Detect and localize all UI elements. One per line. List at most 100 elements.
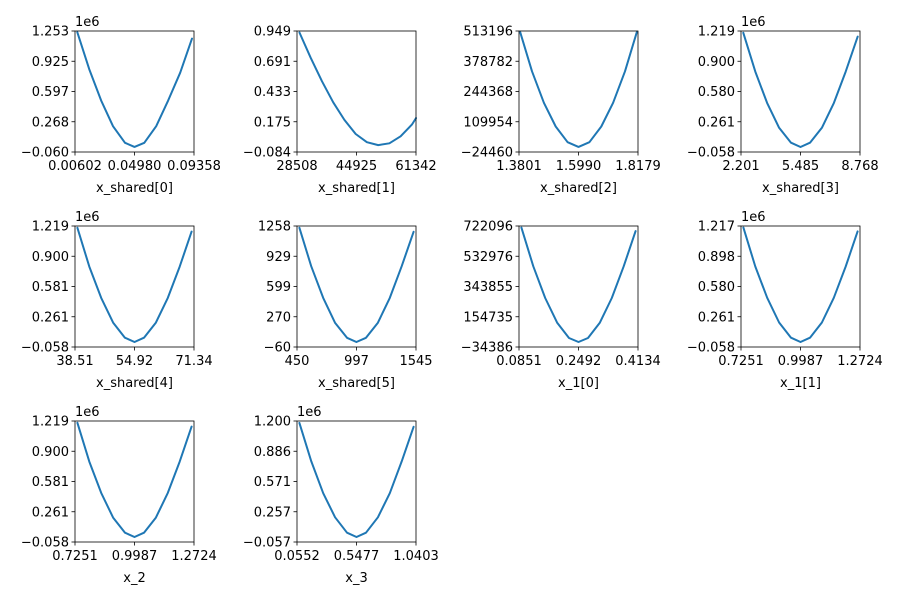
x-tick-label: 1.2724: [837, 354, 883, 369]
x-tick-label: 44925: [336, 159, 377, 174]
y-scale-label: 1e6: [297, 405, 322, 420]
y-tick-label: 1.217: [698, 220, 735, 235]
y-tick-label: 1.219: [32, 220, 69, 235]
x-axis-label: x_1[0]: [558, 376, 599, 391]
y-tick-label: 1.219: [698, 25, 735, 40]
y-tick-label: 0.597: [32, 85, 69, 100]
y-tick-label: 0.261: [32, 505, 69, 520]
y-tick-label: 722096: [463, 220, 513, 235]
x-tick-label: 0.9987: [112, 549, 158, 564]
x-tick-label: 1.5990: [556, 159, 602, 174]
subplot-3: −0.058 0.261 0.580 0.900 1.219 2.201 5.485 8.76…: [687, 15, 879, 196]
y-tick-label: 0.580: [698, 280, 735, 295]
x-tick-label: 0.0851: [496, 354, 542, 369]
x-tick-label: 28508: [276, 159, 317, 174]
y-tick-label: 1258: [258, 220, 291, 235]
y-scale-label: 1e6: [75, 210, 100, 225]
y-tick-label: 154735: [463, 310, 513, 325]
y-tick-label: −0.060: [21, 146, 69, 161]
x-tick-label: 0.00602: [48, 159, 102, 174]
x-tick-label: 0.7251: [52, 549, 98, 564]
series-line: [76, 31, 193, 148]
y-tick-label: 532976: [463, 250, 513, 265]
y-tick-label: −34386: [461, 341, 513, 356]
x-tick-label: 450: [285, 354, 310, 369]
y-tick-label: −0.057: [243, 536, 291, 551]
x-tick-label: 0.7251: [718, 354, 764, 369]
series-line: [76, 421, 193, 538]
y-tick-label: 0.898: [698, 250, 735, 265]
x-tick-label: 0.5477: [334, 549, 380, 564]
subplot-5: −60 270 599 929 1258 450 997 1545 x_shared[5]: [258, 220, 433, 392]
x-axis-label: x_shared[2]: [540, 181, 617, 196]
y-tick-label: 378782: [463, 55, 513, 70]
subplot-7: −0.058 0.261 0.580 0.898 1.217 0.7251 0.9987 1.…: [687, 210, 883, 391]
x-tick-label: 0.09358: [167, 159, 221, 174]
x-axis-label: x_shared[5]: [318, 376, 395, 391]
y-tick-label: 0.900: [32, 445, 69, 460]
subplot-0: −0.060 0.268 0.597 0.925 1.253 0.00602 0.04980…: [21, 15, 221, 196]
subplot-6: −34386 154735 343855 532976 722096 0.0851 0.24…: [461, 220, 661, 392]
subplot-8: −0.058 0.261 0.581 0.900 1.219 0.7251 0.9987 1.…: [21, 405, 217, 586]
y-tick-label: 513196: [463, 25, 513, 40]
x-axis-label: x_1[1]: [780, 376, 821, 391]
y-tick-label: 1.219: [32, 415, 69, 430]
series-line: [298, 421, 415, 538]
y-tick-label: 0.581: [32, 280, 69, 295]
y-tick-label: 599: [266, 280, 291, 295]
series-line: [742, 31, 859, 148]
y-tick-label: 244368: [463, 85, 513, 100]
x-tick-label: 5.485: [782, 159, 819, 174]
x-tick-label: 1.0403: [393, 549, 439, 564]
y-tick-label: 0.900: [698, 55, 735, 70]
y-tick-label: 0.571: [254, 475, 291, 490]
x-tick-label: 1.2724: [171, 549, 217, 564]
x-tick-label: 1.3801: [496, 159, 542, 174]
x-axis-label: x_shared[0]: [96, 181, 173, 196]
x-axis-label: x_shared[4]: [96, 376, 173, 391]
y-tick-label: 343855: [463, 280, 513, 295]
y-tick-label: 1.253: [32, 25, 69, 40]
y-tick-label: 0.261: [698, 115, 735, 130]
y-tick-label: 0.257: [254, 505, 291, 520]
y-tick-label: 0.925: [32, 55, 69, 70]
subplot-2: −24460 109954 244368 378782 513196 1.3801 1.59…: [461, 25, 661, 197]
series-line: [298, 226, 415, 343]
series-line: [742, 226, 859, 343]
series-line: [520, 226, 637, 343]
y-tick-label: 0.261: [32, 310, 69, 325]
y-tick-label: −0.084: [243, 146, 291, 161]
x-tick-label: 1.8179: [615, 159, 661, 174]
series-line: [76, 226, 193, 343]
subplot-9: −0.057 0.257 0.571 0.886 1.200 0.0552 0.5477 1.…: [243, 405, 439, 586]
x-tick-label: 0.9987: [778, 354, 824, 369]
x-axis-label: x_3: [345, 571, 367, 586]
y-scale-label: 1e6: [741, 210, 766, 225]
y-tick-label: 0.268: [32, 115, 69, 130]
y-tick-label: −0.058: [21, 341, 69, 356]
y-scale-label: 1e6: [75, 15, 100, 30]
x-axis-label: x_shared[1]: [318, 181, 395, 196]
y-tick-label: −60: [264, 341, 291, 356]
x-tick-label: 0.2492: [556, 354, 602, 369]
y-tick-label: 109954: [463, 115, 513, 130]
x-tick-label: 38.51: [56, 354, 93, 369]
series-line: [298, 31, 417, 147]
y-tick-label: 0.900: [32, 250, 69, 265]
y-tick-label: −0.058: [687, 341, 735, 356]
x-axis-label: x_shared[3]: [762, 181, 839, 196]
x-tick-label: 0.4134: [615, 354, 661, 369]
x-axis-label: x_2: [123, 571, 145, 586]
subplot-4: −0.058 0.261 0.581 0.900 1.219 38.51 54.92 71.3…: [21, 210, 213, 391]
x-tick-label: 2.201: [722, 159, 759, 174]
y-tick-label: 929: [266, 250, 291, 265]
subplot-grid: −0.060 0.268 0.597 0.925 1.253 0.00602 0.04980…: [21, 15, 883, 586]
y-tick-label: −24460: [461, 146, 513, 161]
y-tick-label: 1.200: [254, 415, 291, 430]
series-line: [519, 31, 638, 148]
y-tick-label: 0.580: [698, 85, 735, 100]
x-tick-label: 54.92: [116, 354, 153, 369]
y-scale-label: 1e6: [741, 15, 766, 30]
